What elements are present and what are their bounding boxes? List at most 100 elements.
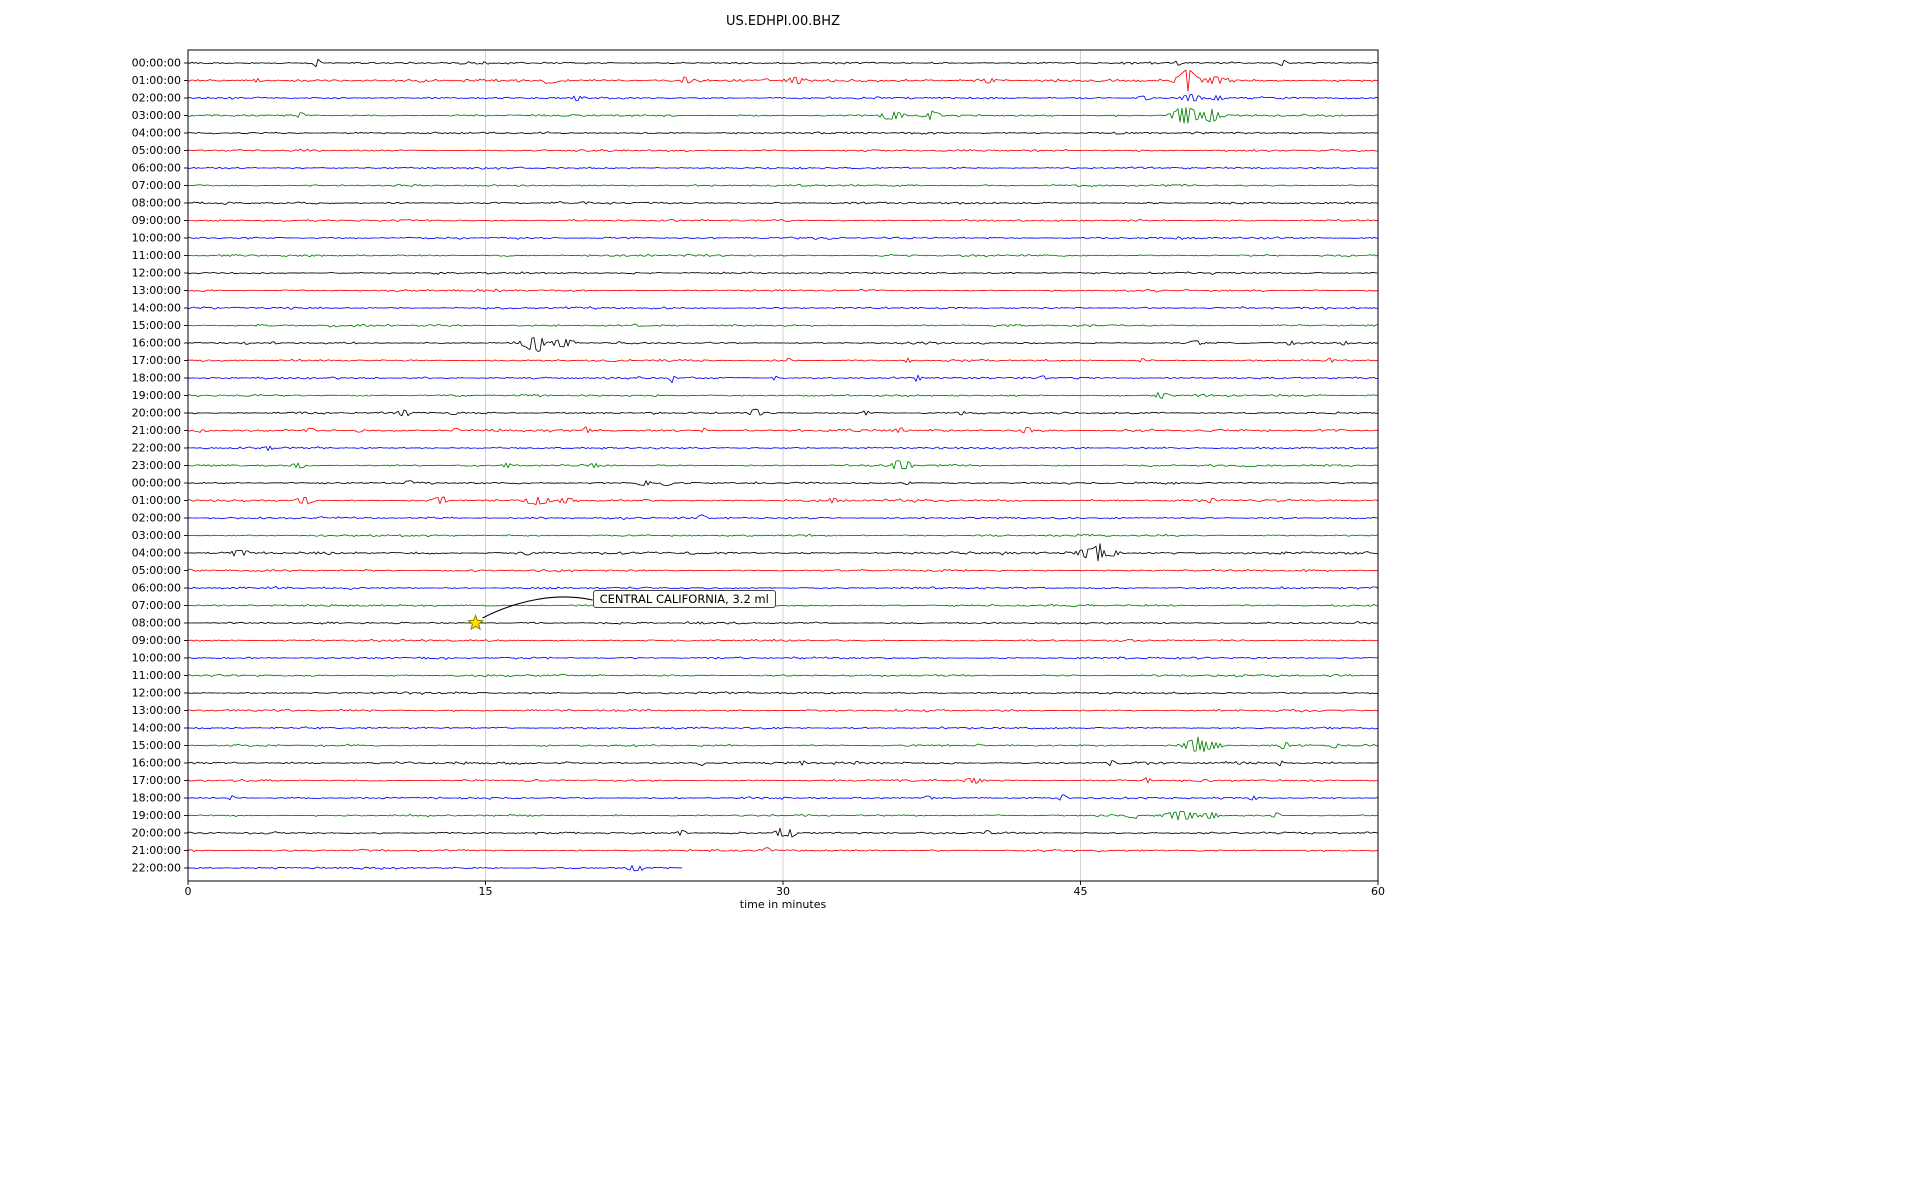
seismogram-trace	[187, 736, 1379, 753]
trace-label: 04:00:00	[132, 127, 181, 140]
seismogram-trace	[187, 392, 1379, 400]
seismogram-trace	[187, 460, 1379, 470]
trace-label: 19:00:00	[132, 809, 181, 822]
seismogram-trace	[187, 568, 1379, 573]
seismogram-trace	[187, 426, 1379, 434]
seismogram-trace	[187, 865, 683, 872]
trace-label: 06:00:00	[132, 582, 181, 595]
event-star-marker	[467, 614, 485, 631]
trace-label: 14:00:00	[132, 722, 181, 735]
seismogram-trace	[187, 236, 1379, 240]
trace-label: 23:00:00	[132, 459, 181, 472]
trace-label: 22:00:00	[132, 862, 181, 875]
seismogram-trace	[187, 708, 1379, 713]
event-annotation-text: CENTRAL CALIFORNIA, 3.2 ml	[599, 592, 769, 606]
seismogram-trace	[187, 533, 1379, 538]
seismogram-trace	[187, 445, 1379, 452]
trace-label: 05:00:00	[132, 144, 181, 157]
trace-label: 22:00:00	[132, 442, 181, 455]
trace-label: 03:00:00	[132, 529, 181, 542]
trace-label: 05:00:00	[132, 564, 181, 577]
trace-label: 17:00:00	[132, 774, 181, 787]
seismogram-trace	[187, 288, 1379, 293]
trace-label: 16:00:00	[132, 337, 181, 350]
seismogram-trace	[187, 306, 1379, 310]
seismogram-trace	[187, 93, 1379, 102]
seismogram-trace	[187, 69, 1379, 92]
trace-label: 02:00:00	[132, 92, 181, 105]
trace-label: 12:00:00	[132, 267, 181, 280]
trace-label: 16:00:00	[132, 757, 181, 770]
seismogram-trace	[187, 337, 1379, 352]
seismogram-trace	[187, 107, 1379, 124]
trace-label: 11:00:00	[132, 249, 181, 262]
seismogram-trace	[187, 794, 1378, 801]
seismogram-trace	[187, 777, 1378, 784]
seismogram-trace	[187, 514, 1379, 521]
chart-title: US.EDHPI.00.BHZ	[726, 14, 840, 29]
trace-label: 13:00:00	[132, 704, 181, 717]
trace-label: 18:00:00	[132, 792, 181, 805]
trace-label: 02:00:00	[132, 512, 181, 525]
trace-label: 07:00:00	[132, 179, 181, 192]
seismogram-trace	[187, 408, 1379, 417]
trace-label: 19:00:00	[132, 389, 181, 402]
trace-label: 21:00:00	[132, 844, 181, 857]
trace-label: 06:00:00	[132, 162, 181, 175]
trace-label: 08:00:00	[132, 197, 181, 210]
trace-label: 13:00:00	[132, 284, 181, 297]
x-tick-label: 45	[1074, 885, 1088, 898]
trace-label: 18:00:00	[132, 372, 181, 385]
trace-label: 10:00:00	[132, 232, 181, 245]
trace-label: 15:00:00	[132, 739, 181, 752]
seismogram-trace	[187, 374, 1378, 384]
seismogram-trace	[187, 148, 1379, 153]
trace-label: 14:00:00	[132, 302, 181, 315]
x-tick-label: 60	[1371, 885, 1385, 898]
trace-label: 15:00:00	[132, 319, 181, 332]
seismogram-trace	[187, 656, 1379, 661]
trace-label: 01:00:00	[132, 74, 181, 87]
seismogram-trace	[187, 691, 1379, 695]
seismogram-trace	[187, 480, 1378, 486]
seismogram-trace	[187, 673, 1379, 678]
x-axis-label: time in minutes	[739, 898, 827, 911]
seismogram-trace	[187, 585, 1379, 590]
trace-label: 21:00:00	[132, 424, 181, 437]
seismogram-trace	[187, 166, 1379, 170]
seismogram-trace	[187, 218, 1379, 222]
annotation-arrow	[482, 596, 593, 619]
seismogram-trace	[187, 131, 1379, 135]
trace-label: 08:00:00	[132, 617, 181, 630]
seismogram-trace	[187, 847, 1379, 853]
seismogram-trace	[187, 183, 1379, 188]
trace-label: 10:00:00	[132, 652, 181, 665]
seismogram-trace	[187, 726, 1379, 730]
trace-label: 17:00:00	[132, 354, 181, 367]
seismogram-trace	[187, 357, 1379, 363]
event-annotation: CENTRAL CALIFORNIA, 3.2 ml	[592, 590, 776, 608]
trace-label: 11:00:00	[132, 669, 181, 682]
plot-border	[187, 49, 1379, 882]
seismogram-trace	[187, 811, 1379, 821]
trace-label: 00:00:00	[132, 57, 181, 70]
seismogram-trace	[187, 543, 1379, 562]
seismogram-trace	[187, 638, 1379, 643]
seismogram-trace	[188, 253, 1379, 258]
x-tick-label: 15	[479, 885, 493, 898]
seismogram-trace	[187, 323, 1379, 328]
seismogram-trace	[187, 760, 1379, 767]
seismogram-trace	[187, 201, 1379, 205]
seismogram-trace	[187, 496, 1379, 506]
seismogram-trace	[187, 271, 1379, 275]
trace-label: 09:00:00	[132, 214, 181, 227]
x-tick-label: 0	[185, 885, 192, 898]
seismogram-trace	[187, 58, 1379, 68]
seismogram-trace	[187, 621, 1378, 625]
trace-label: 07:00:00	[132, 599, 181, 612]
trace-label: 20:00:00	[132, 827, 181, 840]
trace-label: 00:00:00	[132, 477, 181, 490]
trace-label: 20:00:00	[132, 407, 181, 420]
